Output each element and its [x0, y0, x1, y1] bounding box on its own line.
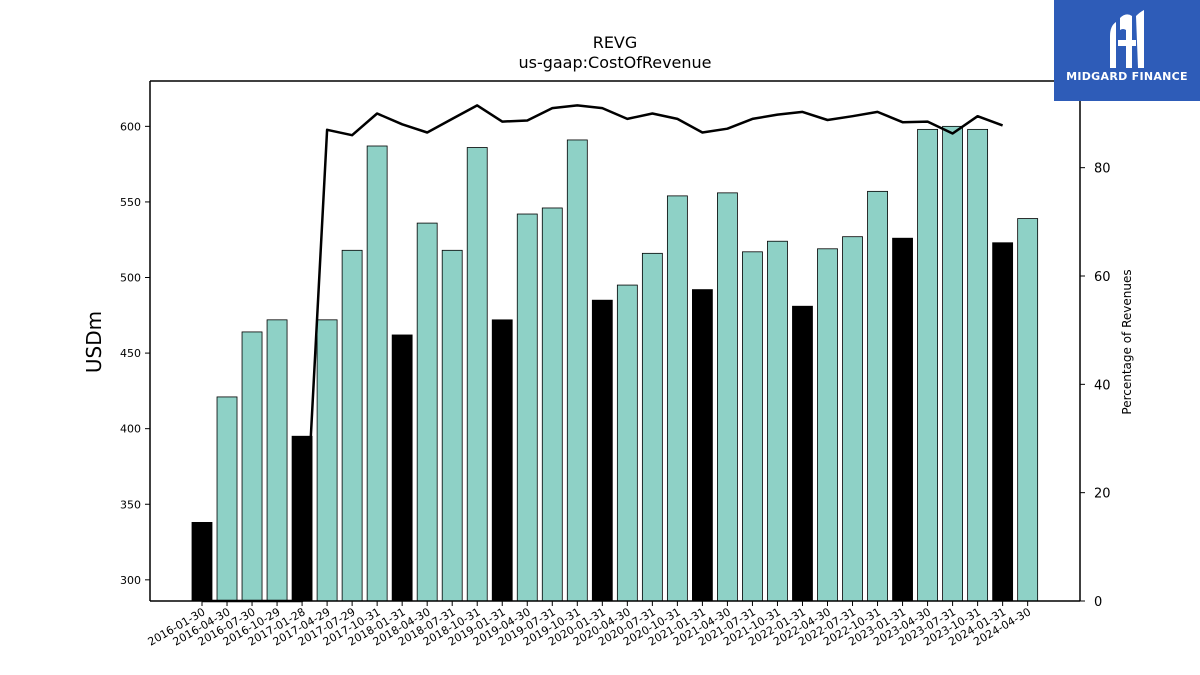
y-tick-label: 450 [120, 347, 141, 360]
y2-tick-label: 40 [1094, 378, 1111, 393]
logo-mark-icon [1110, 10, 1144, 68]
bar [491, 319, 513, 602]
bar [341, 249, 363, 602]
bar [391, 334, 413, 602]
midgard-finance-logo: MIDGARD FINANCE [1054, 0, 1200, 101]
bar [742, 251, 763, 602]
bar [566, 139, 588, 602]
bar [817, 248, 838, 602]
bar [942, 125, 963, 602]
bar [516, 213, 538, 602]
bar [641, 252, 663, 602]
bar [316, 319, 338, 602]
axes: 3003504004505005506000204060802016-01-30… [120, 80, 1111, 649]
logo-text: MIDGARD FINANCE [1066, 70, 1188, 83]
bar [917, 128, 938, 602]
bar [967, 128, 989, 602]
y2-tick-label: 80 [1094, 162, 1111, 177]
y-axis-label: USDm [82, 311, 106, 373]
y2-axis-label: Percentage of Revenues [1120, 269, 1134, 414]
y-tick-label: 300 [120, 574, 141, 587]
bar [591, 299, 613, 602]
bar-series [191, 125, 1039, 602]
percent-line-series [202, 104, 1004, 603]
bar [1017, 218, 1039, 602]
percent-line [202, 104, 1004, 603]
y-tick-label: 400 [120, 423, 141, 436]
bar [717, 192, 738, 602]
y-tick-label: 500 [120, 272, 141, 285]
bar [416, 222, 438, 602]
bar [992, 242, 1014, 602]
bar [867, 190, 888, 602]
bar [366, 145, 388, 602]
y-tick-label: 350 [120, 498, 141, 511]
bar [692, 289, 713, 602]
bar [191, 521, 213, 602]
y-tick-label: 600 [120, 120, 141, 133]
bar [767, 240, 788, 602]
bar [792, 305, 813, 602]
bar [842, 236, 863, 602]
y2-tick-label: 0 [1094, 595, 1102, 610]
chart-subtitle: us-gaap:CostOfRevenue [518, 53, 711, 72]
bar [666, 195, 688, 602]
y2-tick-label: 60 [1094, 270, 1111, 285]
bar [466, 147, 488, 602]
chart-title: REVG [593, 33, 638, 52]
y2-tick-label: 20 [1094, 487, 1111, 502]
bar [441, 249, 463, 602]
bar [616, 284, 638, 602]
bar [266, 319, 288, 602]
bar [892, 237, 913, 602]
bar [216, 396, 238, 602]
bar [541, 207, 563, 602]
bar [241, 331, 263, 602]
y-tick-label: 550 [120, 196, 141, 209]
